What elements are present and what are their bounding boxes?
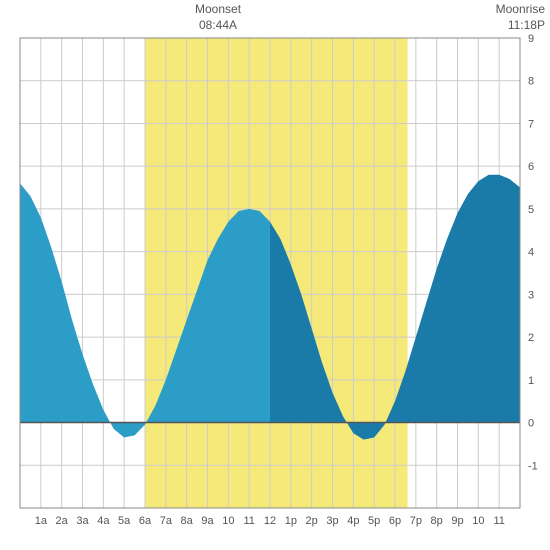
x-tick-label: 1p (285, 515, 297, 527)
moonset-header: Moonset 08:44A (195, 2, 241, 33)
x-tick-label: 7a (160, 515, 173, 527)
moonset-time: 08:44A (199, 18, 237, 32)
y-tick-label: 6 (528, 161, 534, 173)
x-tick-label: 9p (451, 515, 463, 527)
x-tick-label: 8a (181, 515, 194, 527)
x-tick-label: 8p (431, 515, 443, 527)
moonrise-title: Moonrise (496, 2, 545, 16)
x-tick-label: 6a (139, 515, 152, 527)
x-tick-label: 7p (410, 515, 422, 527)
x-tick-label: 2p (306, 515, 318, 527)
x-tick-label: 3a (76, 515, 89, 527)
x-tick-label: 4p (347, 515, 359, 527)
y-tick-label: 2 (528, 332, 534, 344)
moonrise-header: Moonrise 11:18P (496, 2, 545, 33)
x-tick-label: 1a (35, 515, 48, 527)
x-tick-label: 10 (472, 515, 484, 527)
y-tick-label: 5 (528, 204, 534, 216)
y-tick-label: 3 (528, 289, 534, 301)
y-tick-label: 7 (528, 118, 534, 130)
x-tick-label: 5p (368, 515, 380, 527)
y-tick-label: 8 (528, 76, 534, 88)
x-tick-label: 6p (389, 515, 401, 527)
y-tick-label: 0 (528, 418, 534, 430)
x-tick-label: 3p (326, 515, 338, 527)
x-tick-label: 5a (118, 515, 131, 527)
y-tick-label: 4 (528, 247, 534, 259)
x-tick-label: 2a (56, 515, 69, 527)
tide-chart: Moonset 08:44A Moonrise 11:18P 1a2a3a4a5… (0, 0, 550, 550)
x-tick-label: 11 (493, 515, 504, 527)
x-tick-label: 10 (222, 515, 234, 527)
y-tick-label: 1 (528, 375, 534, 387)
chart-svg: 1a2a3a4a5a6a7a8a9a1011121p2p3p4p5p6p7p8p… (0, 0, 550, 550)
y-tick-label: 9 (528, 33, 534, 45)
x-tick-label: 9a (201, 515, 214, 527)
x-tick-label: 4a (97, 515, 110, 527)
moonrise-time: 11:18P (508, 18, 545, 32)
y-tick-label: -1 (528, 460, 538, 472)
x-tick-label: 11 (243, 515, 254, 527)
moonset-title: Moonset (195, 2, 241, 16)
x-tick-label: 12 (264, 515, 276, 527)
